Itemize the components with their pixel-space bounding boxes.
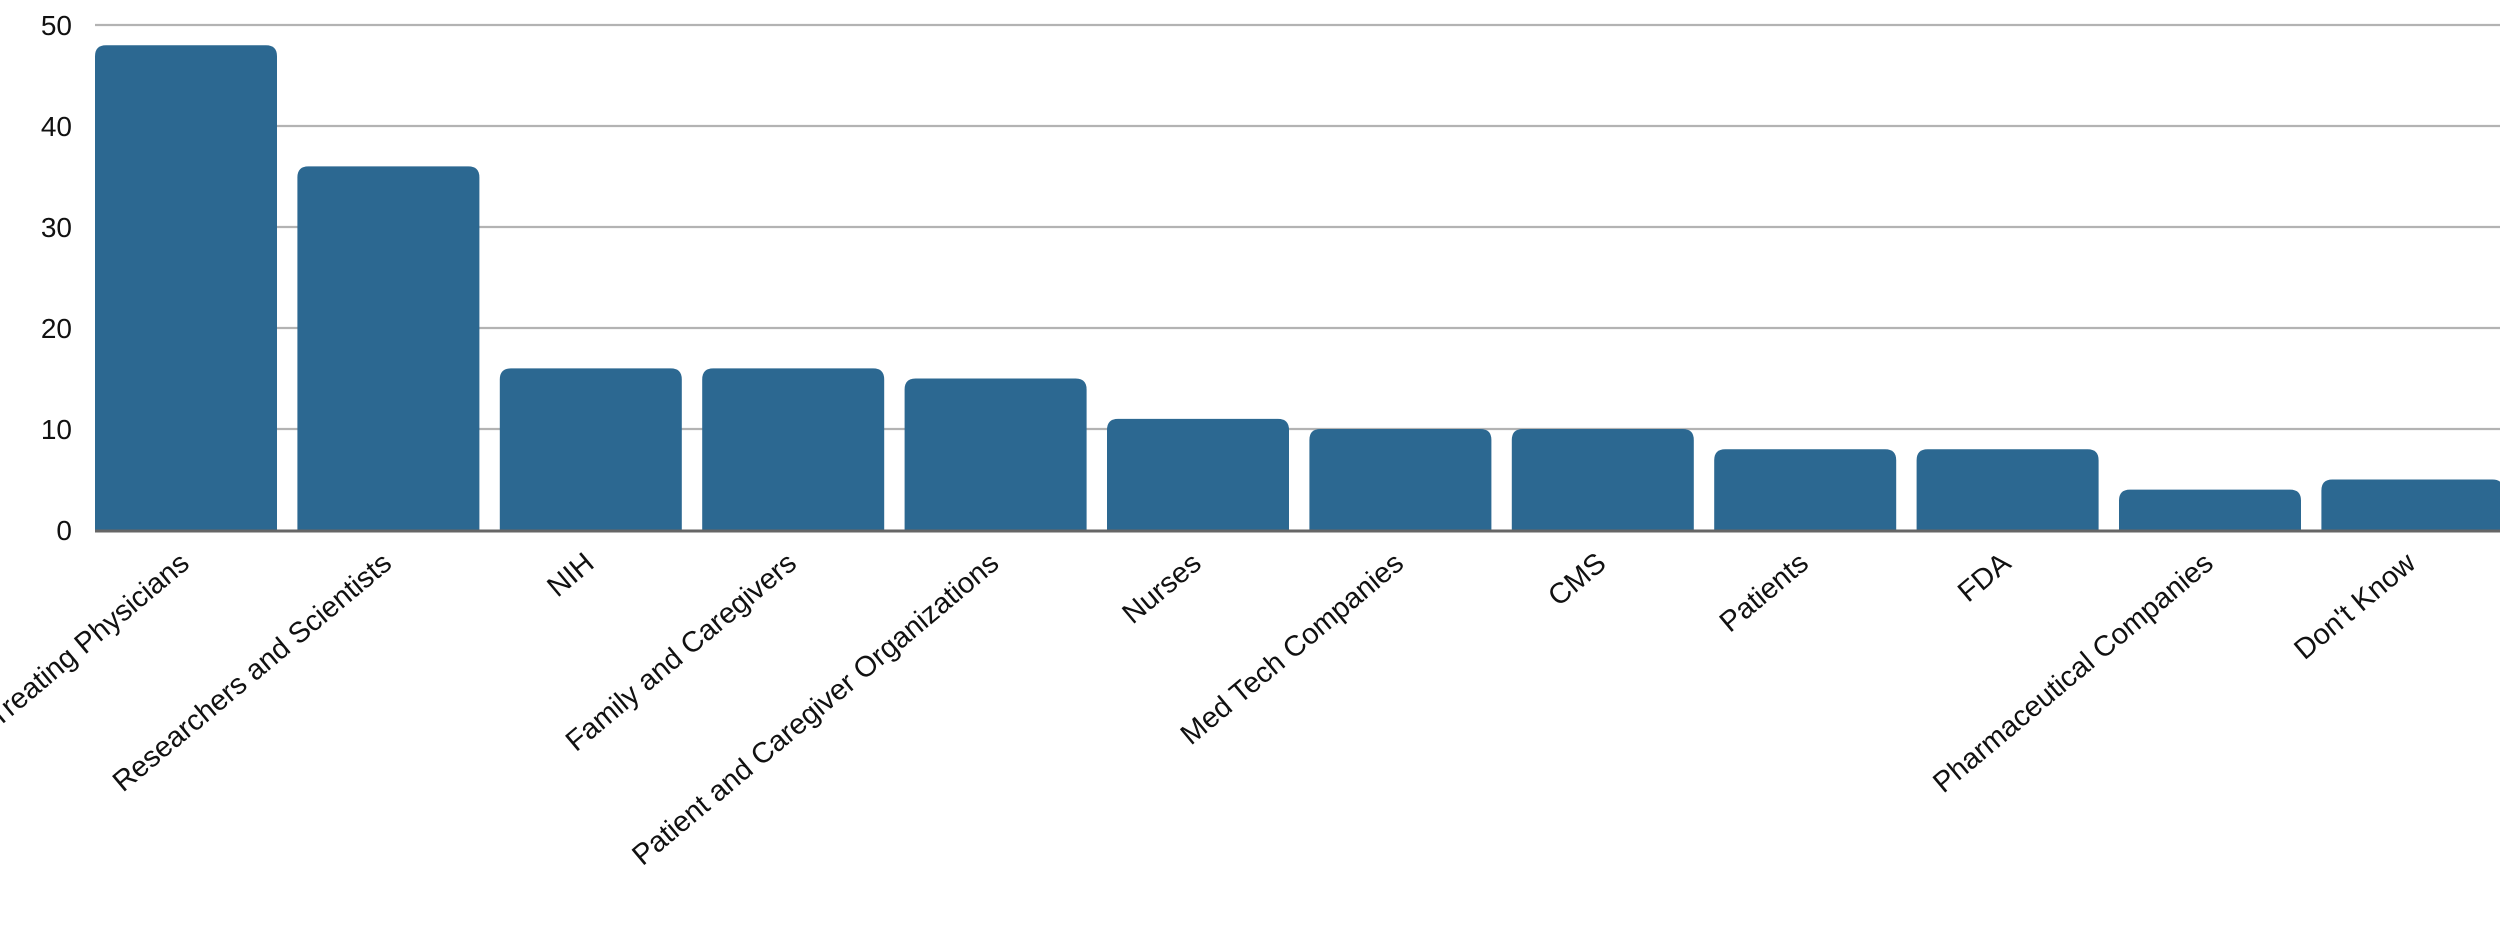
y-axis-tick-labels: 0 10 20 30 40 50 xyxy=(41,10,72,546)
bars xyxy=(95,45,2500,530)
y-tick-label: 30 xyxy=(41,212,72,243)
x-category-label: Nurses xyxy=(1117,547,1208,631)
x-category-label: NIH xyxy=(541,547,600,604)
bar xyxy=(1511,429,1694,530)
y-tick-label: 0 xyxy=(56,515,72,546)
bar xyxy=(499,368,682,530)
x-category-label: Family and Caregivers xyxy=(560,547,803,758)
x-category-label: Patient and Caregiver Organizations xyxy=(626,547,1005,872)
x-category-label: Don't Know xyxy=(2288,546,2422,666)
x-category-label: FDA xyxy=(1952,546,2018,608)
bar xyxy=(904,378,1087,530)
gridlines xyxy=(95,23,2500,431)
bar xyxy=(702,368,885,530)
x-category-label: Treating Physicians xyxy=(0,547,195,733)
y-tick-label: 10 xyxy=(41,414,72,445)
bar xyxy=(1714,449,1897,530)
bar xyxy=(297,166,480,530)
x-category-label: Patients xyxy=(1714,547,1815,639)
x-category-label: Med Tech Companies xyxy=(1175,547,1410,751)
bar xyxy=(1916,449,2099,530)
y-tick-label: 50 xyxy=(41,10,72,41)
y-tick-label: 40 xyxy=(41,111,72,142)
bar xyxy=(1107,418,1289,530)
bar xyxy=(2119,489,2301,530)
bar xyxy=(2321,479,2500,530)
bar xyxy=(95,45,277,530)
y-tick-label: 20 xyxy=(41,313,72,344)
x-category-label: CMS xyxy=(1542,547,1612,613)
bar xyxy=(1309,429,1492,530)
